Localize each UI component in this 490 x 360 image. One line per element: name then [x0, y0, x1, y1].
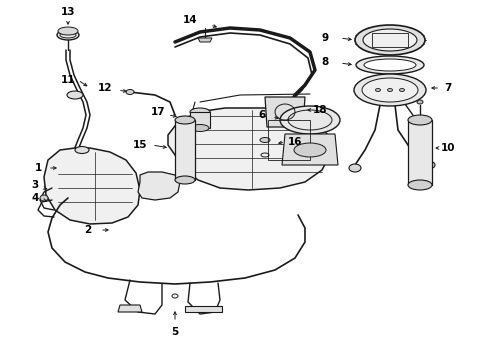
Text: 4: 4	[31, 193, 39, 203]
Text: 13: 13	[61, 7, 75, 17]
Polygon shape	[265, 97, 305, 127]
Ellipse shape	[175, 176, 195, 184]
Text: 10: 10	[441, 143, 455, 153]
Ellipse shape	[260, 138, 270, 143]
Ellipse shape	[375, 89, 381, 91]
Text: 6: 6	[258, 110, 266, 120]
Polygon shape	[175, 120, 195, 180]
Text: 3: 3	[31, 180, 39, 190]
Ellipse shape	[191, 125, 209, 131]
Ellipse shape	[408, 180, 432, 190]
Polygon shape	[138, 172, 180, 200]
Text: 8: 8	[321, 57, 329, 67]
Ellipse shape	[362, 78, 418, 102]
Polygon shape	[282, 134, 338, 165]
Ellipse shape	[175, 116, 195, 124]
Polygon shape	[190, 112, 210, 128]
Text: 16: 16	[288, 137, 302, 147]
Ellipse shape	[126, 90, 134, 95]
Ellipse shape	[399, 89, 405, 91]
Polygon shape	[408, 120, 432, 185]
Ellipse shape	[57, 30, 79, 40]
Polygon shape	[118, 305, 142, 312]
Ellipse shape	[356, 56, 424, 74]
Ellipse shape	[316, 108, 322, 112]
Text: 17: 17	[151, 107, 165, 117]
Text: 12: 12	[98, 83, 112, 93]
Ellipse shape	[417, 100, 423, 104]
Polygon shape	[168, 108, 330, 190]
Ellipse shape	[363, 29, 417, 51]
Polygon shape	[185, 306, 222, 312]
Ellipse shape	[58, 27, 78, 35]
Ellipse shape	[280, 106, 340, 134]
Ellipse shape	[355, 25, 425, 55]
Polygon shape	[198, 38, 212, 42]
Ellipse shape	[190, 108, 210, 116]
Ellipse shape	[388, 89, 392, 91]
Ellipse shape	[425, 162, 435, 168]
Ellipse shape	[364, 59, 416, 71]
Text: 5: 5	[172, 327, 179, 337]
Text: 11: 11	[61, 75, 75, 85]
Ellipse shape	[294, 143, 326, 157]
Text: 2: 2	[84, 225, 92, 235]
Text: 14: 14	[183, 15, 197, 25]
Ellipse shape	[354, 74, 426, 106]
Text: 15: 15	[133, 140, 147, 150]
Text: 1: 1	[34, 163, 42, 173]
Ellipse shape	[40, 195, 48, 201]
Ellipse shape	[408, 115, 432, 125]
Text: 18: 18	[313, 105, 327, 115]
Ellipse shape	[349, 164, 361, 172]
Ellipse shape	[67, 91, 83, 99]
Ellipse shape	[172, 294, 178, 298]
Polygon shape	[44, 148, 140, 224]
Text: 9: 9	[321, 33, 329, 43]
Ellipse shape	[75, 147, 89, 153]
Text: 7: 7	[444, 83, 452, 93]
